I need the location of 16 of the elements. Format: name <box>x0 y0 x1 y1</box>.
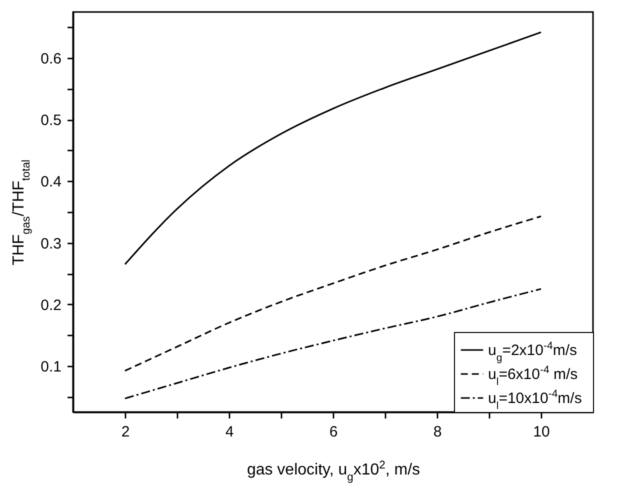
x-tick-label: 8 <box>433 424 442 440</box>
x-axis-title: gas velocity, u$_{g}$x10$^{2}$, m/s <box>246 460 420 484</box>
legend-label: u$_{l}$=6x10$^{-4}$ m/s <box>488 364 578 388</box>
y-tick-label: 0.4 <box>40 174 62 191</box>
y-tick-label: 0.5 <box>40 112 62 130</box>
y-tick-label: 0.3 <box>40 235 62 252</box>
x-tick-label: 6 <box>329 424 338 440</box>
legend-label: u$_{l}$=10x10$^{-4}$m/s <box>488 388 582 412</box>
x-tick-label: 4 <box>225 424 234 440</box>
y-tick-label: 0.1 <box>40 358 62 376</box>
y-tick-label: 0.2 <box>40 296 62 314</box>
line-series <box>124 32 542 266</box>
x-tick-label: 2 <box>121 424 130 440</box>
y-tick-label: 0.6 <box>40 50 62 68</box>
x-tick-label: 10 <box>533 424 550 440</box>
legend-label: u$_{g}$=2x10$^{-4}$m/s <box>488 340 577 364</box>
